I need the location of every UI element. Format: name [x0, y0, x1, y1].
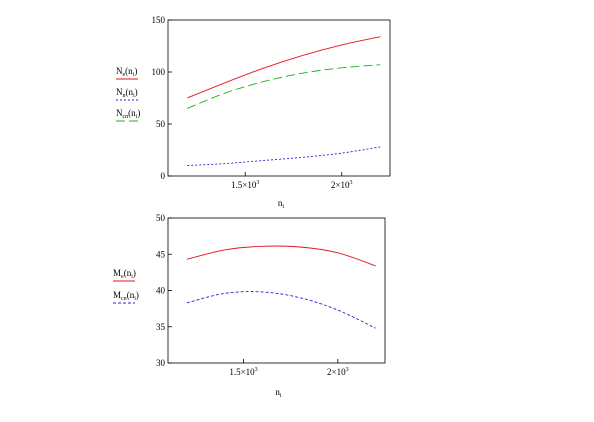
series-line-Nn(ni)	[187, 146, 381, 167]
legend-symbol: M	[113, 268, 121, 278]
y-tick-label: 30	[156, 358, 166, 368]
legend-arg-subscript: i	[131, 274, 133, 280]
legend-subscript: e	[123, 72, 126, 78]
x-axis-label-sub: i	[282, 204, 284, 210]
legend-arg-subscript: i	[136, 114, 138, 120]
y-tick-label: 50	[156, 119, 166, 129]
legend-paren: (	[125, 66, 128, 76]
y-tick-label: 150	[152, 15, 166, 25]
x-tick-mantissa: 2×10	[331, 180, 350, 190]
x-tick-mantissa: 1.5×10	[229, 367, 255, 377]
legend-paren: )	[133, 268, 136, 278]
legend-symbol: N	[116, 66, 123, 76]
legend-symbol: M	[113, 290, 121, 300]
series-line-Ncn(ni)	[187, 64, 381, 109]
x-tick-mantissa: 1.5×10	[231, 180, 257, 190]
series-line-Mcn(ni)	[186, 291, 376, 329]
x-axis-label-sub: i	[280, 393, 282, 399]
y-tick-label: 100	[152, 67, 166, 77]
legend-label-Ncn(ni): Ncn(ni)	[116, 108, 140, 120]
x-tick-label: 2×103	[327, 367, 349, 377]
legend-label-Nn(ni): Nn(ni)	[116, 87, 138, 99]
x-axis-label-main: n	[278, 198, 283, 208]
legend-arg-subscript: i	[133, 93, 135, 99]
legend-arg: n	[131, 108, 136, 118]
legend-symbol: N	[116, 87, 123, 97]
y-tick-label: 50	[156, 213, 166, 223]
legend-subscript: n	[123, 93, 126, 99]
x-tick-exponent: 3	[346, 367, 349, 373]
legend-symbol: N	[116, 108, 123, 118]
x-axis-label: ni	[278, 198, 285, 210]
legend-paren: (	[128, 108, 131, 118]
x-tick-exponent: 3	[256, 180, 259, 186]
plot-frame	[167, 217, 386, 364]
y-tick-label: 35	[156, 322, 166, 332]
y-tick-label: 40	[156, 286, 166, 296]
legend-paren: )	[137, 108, 140, 118]
x-axis-label-main: n	[275, 387, 280, 397]
legend-paren: (	[127, 290, 130, 300]
x-tick-label: 1.5×103	[229, 367, 257, 377]
series-line-Me(ni)	[186, 245, 376, 267]
y-tick-label: 0	[161, 171, 166, 181]
series-line-Ne(ni)	[187, 36, 381, 99]
y-tick-label: 45	[156, 249, 166, 259]
legend-label-Mcn(ni): Mcn(ni)	[113, 290, 139, 302]
legend-paren: )	[136, 290, 139, 300]
legend-paren: (	[126, 87, 129, 97]
legend-paren: )	[135, 87, 138, 97]
legend-label-Ne(ni): Ne(ni)	[116, 66, 137, 78]
legend-arg: n	[128, 66, 133, 76]
x-tick-mantissa: 2×10	[327, 367, 346, 377]
x-axis-label: ni	[275, 387, 282, 399]
x-tick-label: 1.5×103	[231, 180, 259, 190]
legend-subscript: cn	[123, 114, 129, 120]
x-tick-exponent: 3	[350, 180, 353, 186]
legend-arg: n	[127, 268, 132, 278]
legend-arg: n	[130, 290, 135, 300]
legend-subscript: cn	[121, 296, 127, 302]
legend-arg-subscript: i	[134, 296, 136, 302]
legend-label-Me(ni): Me(ni)	[113, 268, 136, 280]
legend-paren: (	[124, 268, 127, 278]
legend-arg-subscript: i	[133, 72, 135, 78]
legend-subscript: e	[121, 274, 124, 280]
legend-arg: n	[129, 87, 134, 97]
x-tick-label: 2×103	[331, 180, 353, 190]
x-tick-exponent: 3	[255, 367, 258, 373]
plot-frame	[167, 19, 391, 177]
legend-paren: )	[134, 66, 137, 76]
